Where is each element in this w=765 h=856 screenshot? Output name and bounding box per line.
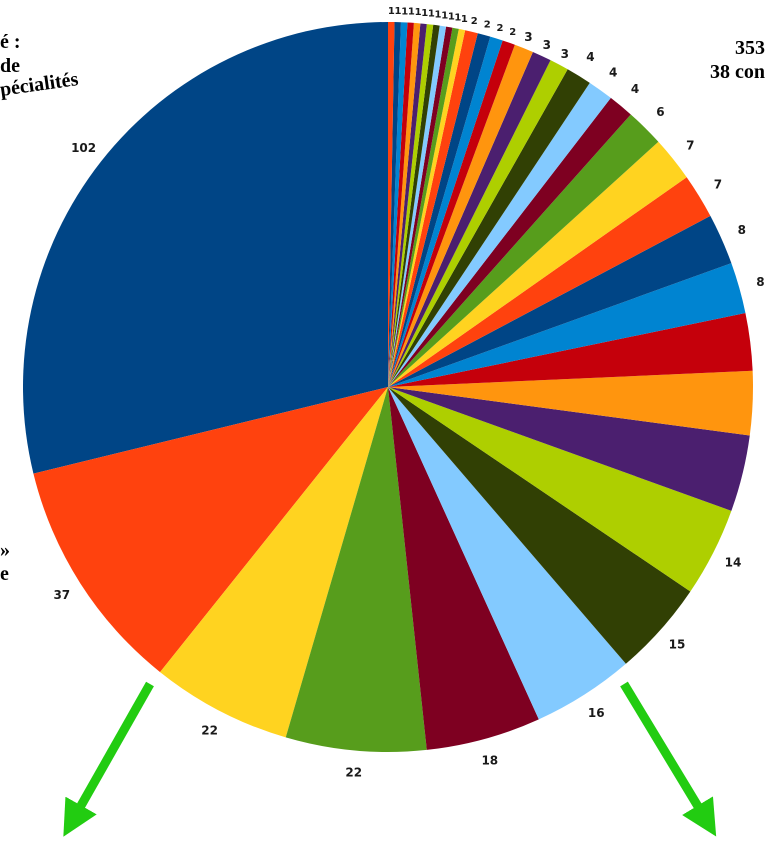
pie-data-label: 8 — [756, 275, 764, 289]
pie-data-label: 1 — [395, 6, 402, 17]
pie-data-label: 18 — [481, 753, 498, 767]
pie-slice — [388, 27, 459, 387]
pie-data-label: 37 — [53, 588, 70, 602]
pie-data-label: 14 — [725, 555, 742, 569]
middle-left-annotation: » e — [0, 538, 10, 586]
pie-data-label: 22 — [345, 766, 362, 780]
pie-slice — [388, 387, 691, 664]
pie-slice — [388, 22, 401, 388]
middle-left-annotation-line-2: e — [0, 563, 9, 585]
pie-slice — [388, 263, 746, 387]
pie-data-label: 22 — [201, 723, 218, 737]
pie-data-label: 1 — [408, 7, 415, 18]
left-annotation-line-2: de — [0, 55, 20, 77]
pie-data-label: 1 — [421, 8, 428, 19]
pie-data-label: 3 — [524, 30, 532, 44]
pie-data-label: 102 — [71, 141, 96, 155]
pie-slice — [388, 177, 711, 387]
pie-data-label: 2 — [471, 16, 478, 27]
pie-slice — [388, 22, 395, 387]
pie-slice — [388, 40, 515, 387]
pie-slice — [388, 24, 434, 387]
middle-left-annotation-line-1: » — [0, 539, 10, 561]
left-annotation-line-1: é : — [0, 31, 21, 53]
pie-data-label: 1 — [401, 6, 408, 17]
pie-slice — [388, 60, 568, 388]
pie-data-label: 16 — [588, 706, 605, 720]
pie-slice — [388, 387, 750, 511]
pie-data-label: 7 — [686, 138, 694, 152]
pie-slice — [388, 387, 539, 750]
pie-data-label: 8 — [738, 223, 746, 237]
pie-slice — [388, 36, 503, 388]
pie-data-label: 4 — [609, 65, 617, 79]
pie-data-label: 1 — [461, 14, 468, 25]
pie-data-label: 1 — [435, 9, 442, 20]
pie-slice — [388, 22, 414, 388]
pie-slice — [388, 26, 453, 388]
pie-data-label: 3 — [543, 38, 551, 52]
pie-slice — [388, 30, 478, 387]
pie-data-label: 1 — [388, 6, 395, 17]
right-arrow — [620, 681, 717, 837]
pie-slice — [388, 51, 551, 388]
pie-data-label: 1 — [448, 11, 455, 22]
pie-slice — [388, 387, 732, 592]
pie-slice — [388, 313, 753, 387]
pie-slice — [388, 23, 427, 387]
pie-data-label: 15 — [669, 637, 686, 651]
pie-slices — [23, 22, 753, 752]
pie-slice — [388, 141, 687, 387]
pie-data-label: 7 — [714, 178, 722, 192]
pie-slice — [388, 25, 447, 387]
right-annotation: 353 38 con — [710, 36, 765, 84]
pie-slice — [23, 22, 388, 474]
pie-data-label: 2 — [509, 27, 516, 38]
pie-slice — [388, 370, 753, 436]
pie-slice — [388, 82, 611, 387]
pie-slice — [388, 69, 590, 387]
pie-data-label: 1 — [441, 10, 448, 21]
pie-data-label: 1 — [428, 9, 435, 20]
right-annotation-line-1: 353 — [735, 37, 765, 59]
pie-slice — [285, 387, 427, 752]
pie-data-label: 3 — [561, 47, 569, 61]
pie-slice — [388, 22, 421, 387]
pie-slice — [388, 33, 491, 388]
pie-data-label: 4 — [631, 82, 639, 96]
pie-data-label: 2 — [497, 23, 504, 34]
pie-data-label: 4 — [586, 50, 594, 64]
pie-slice — [388, 387, 626, 720]
right-annotation-line-2: 38 con — [710, 61, 765, 83]
pie-slice — [388, 215, 732, 387]
pie-data-label: 6 — [656, 105, 664, 119]
pie-slice — [33, 387, 389, 673]
left-arrow — [63, 681, 154, 837]
pie-slice — [388, 22, 408, 387]
pie-slice — [388, 24, 440, 388]
pie-data-label: 1 — [415, 7, 422, 18]
pie-slice — [388, 114, 659, 388]
pie-data-labels: 1023722221816151488776444333222211111111… — [53, 6, 764, 780]
pie-slice — [388, 28, 466, 388]
pie-data-label: 2 — [484, 19, 491, 30]
pie-slice — [160, 387, 388, 738]
left-annotation: é : de pécialités — [0, 30, 80, 102]
pie-slice — [388, 97, 631, 388]
pie-data-label: 1 — [454, 13, 461, 24]
pie-slice — [388, 44, 533, 387]
